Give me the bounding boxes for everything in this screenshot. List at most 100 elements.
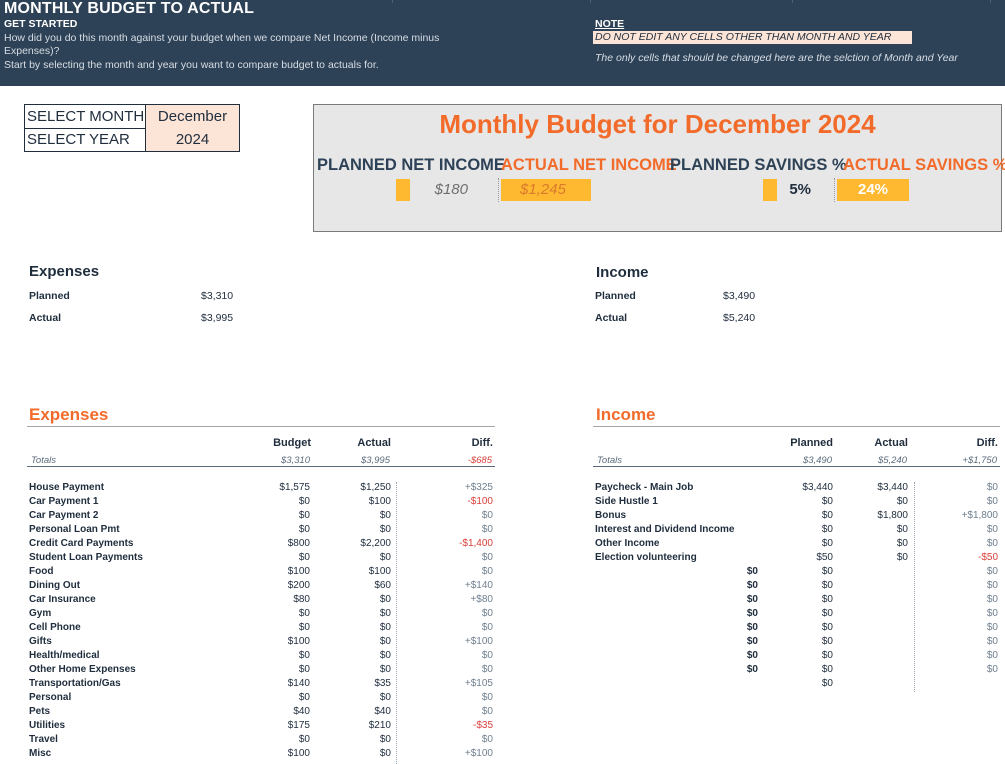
- get-started-heading: GET STARTED: [4, 18, 78, 30]
- income-row-diff: $0: [986, 664, 998, 675]
- income-row-extra: $0: [746, 636, 758, 647]
- expense-row-budget: $0: [298, 496, 310, 507]
- expenses-totals-rule: [27, 466, 495, 467]
- income-row-actual: $0: [896, 552, 908, 563]
- planned-savings-indicator: [763, 179, 777, 201]
- income-row-planned: $0: [821, 622, 833, 633]
- panel-divider: [498, 178, 500, 202]
- expense-row-budget: $80: [293, 594, 310, 605]
- income-col-actual: Actual: [874, 437, 908, 449]
- expense-row-actual: $0: [379, 594, 391, 605]
- expense-row-budget: $0: [298, 552, 310, 563]
- income-row-extra: $0: [746, 580, 758, 591]
- expense-row-actual: $100: [368, 496, 391, 507]
- select-year-dropdown[interactable]: 2024: [146, 128, 239, 151]
- income-row-diff: $0: [986, 622, 998, 633]
- expenses-summary-heading: Expenses: [29, 263, 100, 280]
- expense-row-diff: -$100: [467, 496, 493, 507]
- income-row-planned: $50: [816, 552, 833, 563]
- expense-row-actual: $1,250: [360, 482, 391, 493]
- expense-row-actual: $0: [379, 636, 391, 647]
- expense-row-budget: $0: [298, 664, 310, 675]
- income-row-diff: $0: [986, 580, 998, 591]
- expenses-col-diff: Diff.: [471, 437, 493, 449]
- income-totals-rule: [593, 466, 1000, 467]
- expenses-actual-value: $3,995: [201, 312, 234, 324]
- income-actual-label: Actual: [595, 312, 628, 324]
- actual-savings-value: 24%: [837, 179, 909, 201]
- intro-text-line-3: Start by selecting the month and year yo…: [4, 59, 379, 71]
- expense-row-actual: $0: [379, 650, 391, 661]
- income-row-label: Paycheck - Main Job: [595, 482, 694, 493]
- income-row-diff: $0: [986, 650, 998, 661]
- expense-row-budget: $140: [287, 678, 310, 689]
- income-row-planned: $0: [821, 538, 833, 549]
- intro-text-line-2: Expenses)?: [4, 45, 60, 57]
- income-total-actual: $5,240: [877, 455, 907, 466]
- income-row-label: Bonus: [595, 510, 627, 521]
- income-total-diff: +$1,750: [962, 455, 997, 466]
- income-row-extra: $0: [746, 594, 758, 605]
- expense-row-label: Gifts: [29, 636, 52, 647]
- income-row-planned: $0: [821, 636, 833, 647]
- income-summary-heading: Income: [596, 264, 649, 281]
- income-row-planned: $0: [821, 678, 833, 689]
- expense-row-diff: $0: [481, 510, 493, 521]
- expense-row-label: Gym: [29, 608, 52, 619]
- income-planned-value: $3,490: [723, 290, 756, 302]
- expense-row-diff: $0: [481, 734, 493, 745]
- planned-net-income-value: $180: [434, 181, 468, 198]
- expense-row-actual: $40: [374, 706, 391, 717]
- income-row-extra: $0: [746, 566, 758, 577]
- select-month-dropdown[interactable]: December: [146, 105, 239, 128]
- monthly-budget-panel: Monthly Budget for December 2024 PLANNED…: [313, 104, 1005, 232]
- expense-row-label: Travel: [29, 734, 58, 745]
- expense-row-budget: $0: [298, 608, 310, 619]
- expense-row-budget: $0: [298, 622, 310, 633]
- income-row-diff: $0: [986, 538, 998, 549]
- select-month-label: SELECT MONTH: [25, 105, 146, 128]
- expense-row-label: Personal Loan Pmt: [29, 524, 120, 535]
- month-year-selector: SELECT MONTH December SELECT YEAR 2024: [24, 104, 240, 152]
- actual-net-income-value: $1,245: [501, 179, 591, 201]
- actual-savings-label: ACTUAL SAVINGS %: [843, 156, 1005, 174]
- income-row-actual: $0: [896, 538, 908, 549]
- expense-row-actual: $0: [379, 510, 391, 521]
- expense-row-actual: $2,200: [360, 538, 391, 549]
- income-row-diff: $0: [986, 594, 998, 605]
- expenses-total-diff: -$685: [467, 455, 492, 466]
- income-row-diff: $0: [986, 482, 998, 493]
- expense-row-actual: $60: [374, 580, 391, 591]
- expense-row-label: Transportation/Gas: [29, 678, 121, 689]
- income-section-title: Income: [596, 405, 656, 424]
- expense-row-budget: $0: [298, 692, 310, 703]
- income-planned-label: Planned: [595, 290, 636, 302]
- planned-savings-value: 5%: [789, 181, 811, 198]
- planned-savings-label: PLANNED SAVINGS %: [670, 156, 847, 174]
- income-row-actual: $3,440: [877, 482, 908, 493]
- expense-row-budget: $0: [298, 650, 310, 661]
- expense-row-budget: $175: [287, 720, 310, 731]
- expense-row-diff: $0: [481, 650, 493, 661]
- expenses-col-divider: [396, 482, 397, 764]
- expense-row-diff: +$140: [464, 580, 493, 591]
- income-row-planned: $0: [821, 580, 833, 591]
- income-row-extra: $0: [746, 622, 758, 633]
- income-title-rule: [593, 426, 1000, 427]
- income-row-actual: $0: [896, 524, 908, 535]
- expense-row-diff: $0: [481, 664, 493, 675]
- income-row-actual: $1,800: [877, 510, 908, 521]
- planned-net-income-label: PLANNED NET INCOME: [317, 156, 505, 174]
- expense-row-diff: $0: [481, 524, 493, 535]
- income-col-planned: Planned: [790, 437, 833, 449]
- income-row-planned: $0: [821, 496, 833, 507]
- select-year-label: SELECT YEAR: [25, 128, 146, 151]
- income-col-diff: Diff.: [976, 437, 998, 449]
- expense-row-label: Misc: [29, 748, 52, 759]
- income-row-planned: $3,440: [802, 482, 833, 493]
- income-row-label: Other Income: [595, 538, 660, 549]
- expense-row-actual: $0: [379, 692, 391, 703]
- income-row-diff: $0: [986, 636, 998, 647]
- actual-net-income-label: ACTUAL NET INCOME: [501, 156, 677, 174]
- note-label: NOTE: [595, 18, 625, 30]
